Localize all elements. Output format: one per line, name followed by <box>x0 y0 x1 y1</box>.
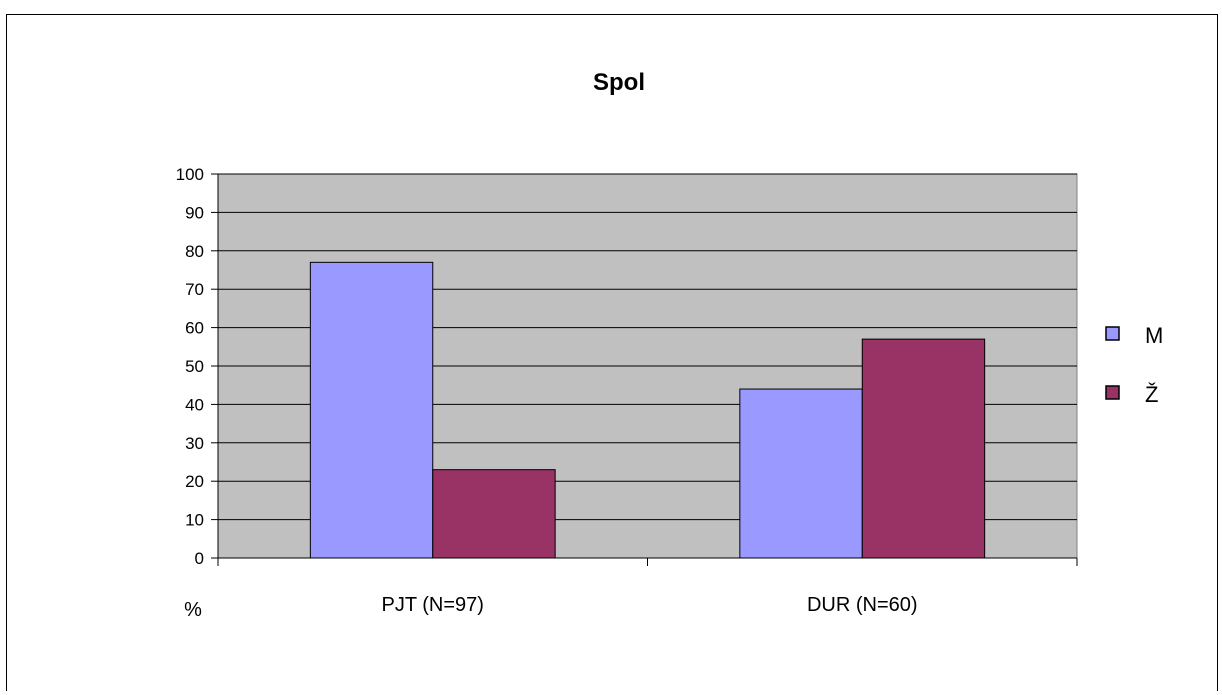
y-tick-label: 100 <box>176 165 204 184</box>
legend-label: M <box>1145 323 1163 348</box>
bar <box>432 469 556 559</box>
y-tick-label: 30 <box>185 434 204 453</box>
bar <box>739 388 863 559</box>
y-tick-label: 90 <box>185 203 204 222</box>
y-tick-label: 60 <box>185 319 204 338</box>
legend-label: Ž <box>1145 382 1158 407</box>
bar <box>309 261 434 559</box>
y-tick-label: 40 <box>185 395 204 414</box>
legend-swatch <box>1105 326 1120 341</box>
legend-swatch <box>1105 385 1120 400</box>
legend: MŽ <box>1105 323 1163 407</box>
y-tick-label: 20 <box>185 472 204 491</box>
x-tick-label: PJT (N=97) <box>382 594 484 616</box>
bars <box>309 261 986 559</box>
y-tick-label: 70 <box>185 280 204 299</box>
chart-title: Spol <box>593 69 645 96</box>
x-tick-label: DUR (N=60) <box>807 594 918 616</box>
bar <box>861 338 986 559</box>
y-axis-label: % <box>184 599 202 621</box>
y-tick-label: 50 <box>185 357 204 376</box>
y-tick-label: 10 <box>185 511 204 530</box>
y-tick-label: 80 <box>185 242 204 261</box>
axes: 0 10 20 30 40 50 60 70 80 90 100 PJT (N=97) DUR (N=6… <box>176 165 1078 616</box>
y-tick-label: 0 <box>195 549 204 568</box>
